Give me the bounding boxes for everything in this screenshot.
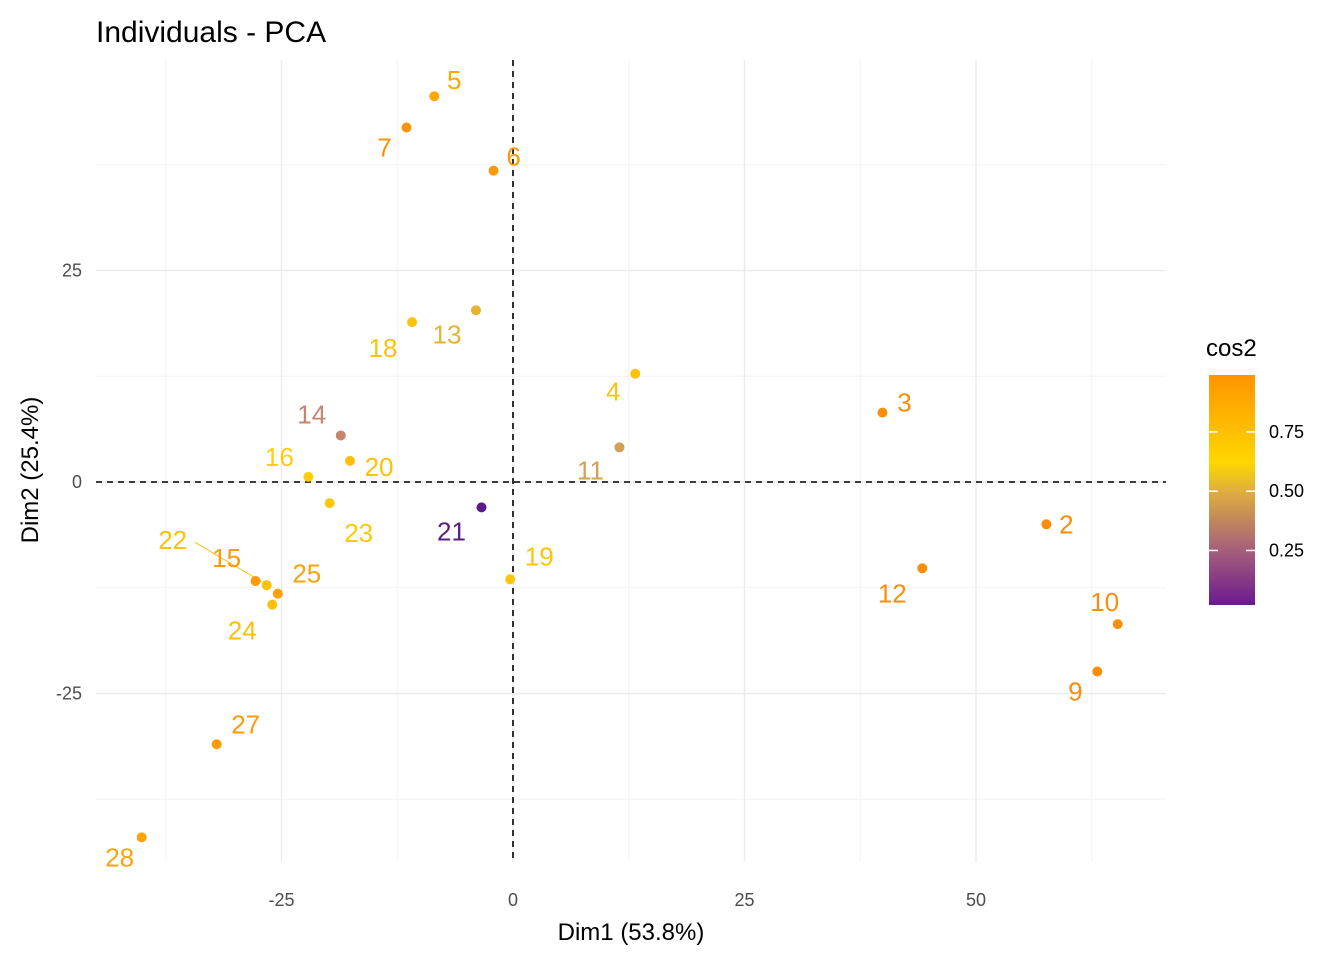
y-tick-label: 0 [72, 472, 82, 492]
point-label-15: 15 [212, 543, 241, 573]
point-label-9: 9 [1068, 677, 1082, 707]
point-2 [1041, 519, 1052, 530]
point-label-11: 11 [577, 455, 604, 485]
point-label-14: 14 [297, 399, 326, 429]
point-label-10: 10 [1090, 587, 1119, 617]
point-label-20: 20 [365, 452, 394, 482]
point-label-23: 23 [344, 518, 373, 548]
y-axis-title: Dim2 (25.4%) [17, 397, 44, 544]
point-9 [1092, 666, 1103, 677]
y-tick-labels: -25 0 25 [56, 261, 82, 704]
point-15 [250, 575, 261, 586]
point-3 [877, 407, 888, 418]
leader-22 [194, 541, 263, 583]
chart-title: Individuals - PCA [96, 16, 326, 49]
point-label-16: 16 [265, 442, 294, 472]
point-28 [136, 832, 147, 843]
x-tick-label: 50 [966, 890, 986, 910]
point-label-28: 28 [105, 842, 134, 872]
point-13 [470, 305, 481, 316]
point-label-27: 27 [231, 709, 260, 739]
point-label-7: 7 [377, 133, 391, 163]
point-4 [630, 368, 641, 379]
point-label-2: 2 [1059, 509, 1073, 539]
point-label-6: 6 [506, 142, 520, 172]
x-axis-title: Dim1 (53.8%) [558, 919, 705, 946]
point-label-12: 12 [878, 578, 907, 608]
point-6 [488, 165, 499, 176]
point-label-22: 22 [158, 525, 187, 555]
point-label-4: 4 [606, 377, 620, 407]
point-25 [272, 588, 283, 599]
x-tick-label: -25 [268, 890, 294, 910]
x-tick-label: 25 [734, 890, 754, 910]
point-24 [267, 599, 278, 610]
legend-tick-label: 0.75 [1269, 422, 1304, 442]
grid-major [96, 60, 1166, 862]
point-27 [211, 739, 222, 750]
point-21 [476, 502, 487, 513]
legend-colorbar [1209, 375, 1255, 605]
x-tick-labels: -25 0 25 50 [268, 890, 986, 910]
grid-minor [96, 60, 1166, 862]
point-label-25: 25 [292, 559, 321, 589]
point-18 [407, 317, 418, 328]
point-label-13: 13 [432, 319, 461, 349]
label-leader-lines [194, 541, 263, 583]
x-tick-label: 0 [508, 890, 518, 910]
point-23 [324, 498, 335, 509]
point-20 [345, 455, 356, 466]
point-5 [429, 91, 440, 102]
point-label-5: 5 [447, 65, 461, 95]
y-tick-label: 25 [62, 261, 82, 281]
point-7 [401, 122, 412, 133]
y-tick-label: -25 [56, 684, 82, 704]
legend: cos2 0.25 0.50 0.75 [1206, 335, 1304, 605]
reference-lines [96, 60, 1166, 862]
legend-ticks: 0.25 0.50 0.75 [1209, 422, 1304, 560]
data-points [136, 91, 1123, 843]
point-12 [917, 563, 928, 574]
point-19 [505, 574, 516, 585]
legend-title: cos2 [1206, 335, 1257, 362]
point-label-18: 18 [369, 333, 398, 363]
point-14 [335, 430, 346, 441]
point-22 [261, 580, 272, 591]
point-16 [303, 471, 314, 482]
point-11 [614, 442, 625, 453]
point-label-19: 19 [525, 541, 554, 571]
point-label-21: 21 [437, 516, 466, 546]
point-label-3: 3 [897, 388, 911, 418]
point-10 [1112, 619, 1123, 630]
point-label-24: 24 [228, 616, 257, 646]
legend-tick-label: 0.50 [1269, 481, 1304, 501]
legend-tick-label: 0.25 [1269, 540, 1304, 560]
